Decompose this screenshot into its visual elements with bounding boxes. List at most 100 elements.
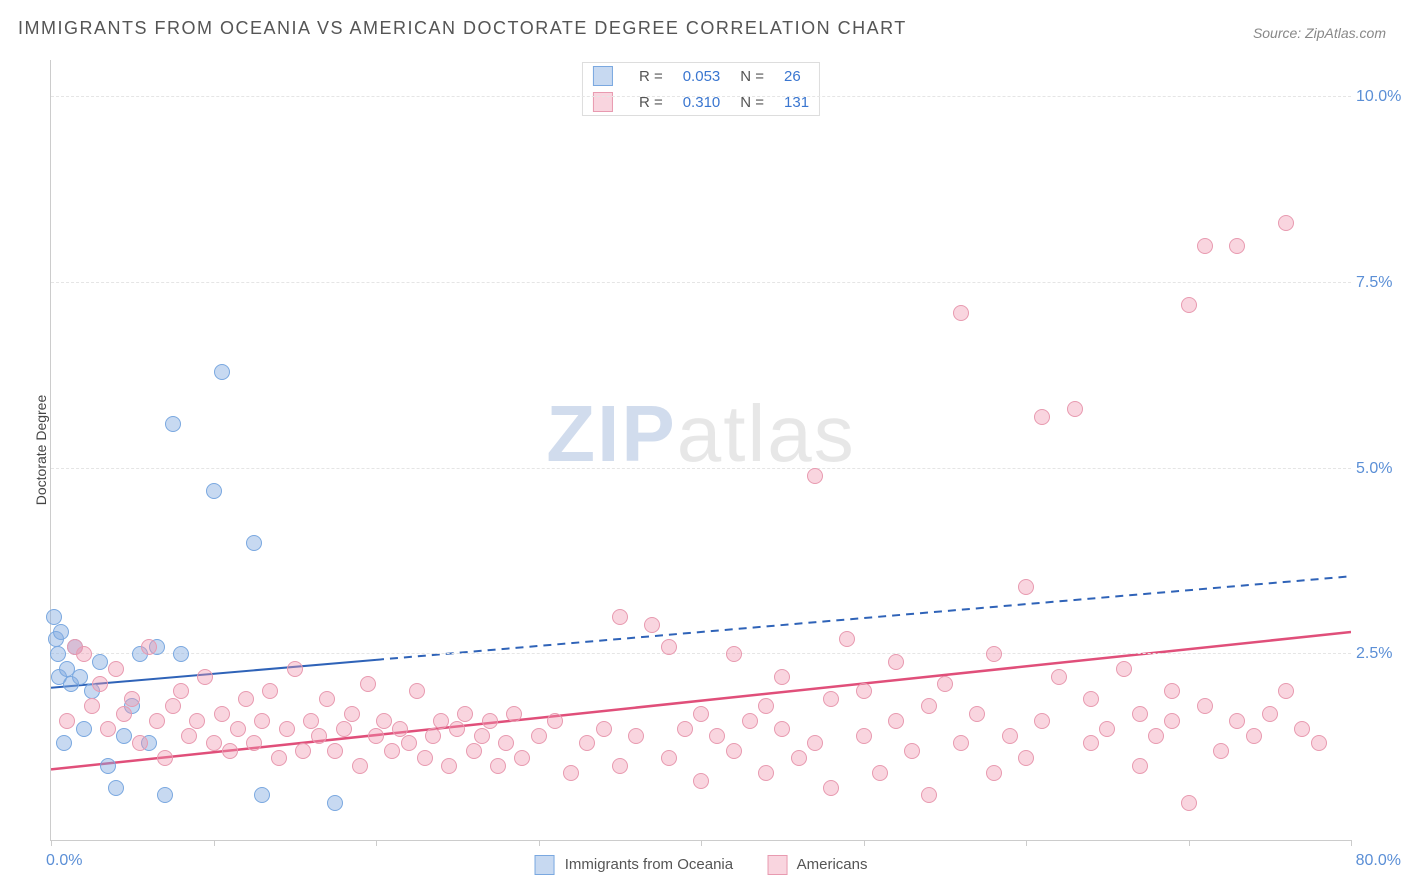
data-point-series2 — [384, 743, 400, 759]
y-axis-label: Doctorate Degree — [33, 395, 49, 506]
data-point-series1 — [108, 780, 124, 796]
data-point-series2 — [1018, 579, 1034, 595]
data-point-series2 — [644, 617, 660, 633]
legend-stats-box: R = 0.053 N = 26 R = 0.310 N = 131 — [582, 62, 820, 116]
data-point-series2 — [108, 661, 124, 677]
data-point-series2 — [693, 773, 709, 789]
data-point-series2 — [1132, 758, 1148, 774]
data-point-series2 — [726, 743, 742, 759]
data-point-series2 — [466, 743, 482, 759]
data-point-series2 — [823, 780, 839, 796]
legend-row-series2: R = 0.310 N = 131 — [583, 89, 819, 115]
data-point-series2 — [742, 713, 758, 729]
data-point-series2 — [661, 639, 677, 655]
data-point-series2 — [319, 691, 335, 707]
x-tick — [1189, 840, 1190, 846]
data-point-series2 — [376, 713, 392, 729]
data-point-series2 — [677, 721, 693, 737]
data-point-series2 — [425, 728, 441, 744]
data-point-series2 — [693, 706, 709, 722]
data-point-series2 — [360, 676, 376, 692]
data-point-series1 — [92, 654, 108, 670]
data-point-series2 — [579, 735, 595, 751]
data-point-series2 — [206, 735, 222, 751]
data-point-series2 — [937, 676, 953, 692]
regression-lines — [51, 60, 1351, 840]
legend-label-series1: Immigrants from Oceania — [565, 856, 733, 873]
data-point-series2 — [726, 646, 742, 662]
data-point-series2 — [807, 735, 823, 751]
data-point-series1 — [76, 721, 92, 737]
data-point-series2 — [1018, 750, 1034, 766]
data-point-series2 — [506, 706, 522, 722]
data-point-series2 — [661, 750, 677, 766]
data-point-series1 — [100, 758, 116, 774]
data-point-series2 — [1197, 238, 1213, 254]
data-point-series2 — [482, 713, 498, 729]
data-point-series2 — [230, 721, 246, 737]
legend-bottom: Immigrants from Oceania Americans — [520, 855, 883, 875]
data-point-series2 — [1213, 743, 1229, 759]
data-point-series2 — [612, 609, 628, 625]
data-point-series2 — [1083, 691, 1099, 707]
gridline-h — [51, 653, 1351, 654]
x-tick — [539, 840, 540, 846]
data-point-series2 — [327, 743, 343, 759]
data-point-series2 — [547, 713, 563, 729]
gridline-h — [51, 96, 1351, 97]
data-point-series1 — [46, 609, 62, 625]
data-point-series2 — [791, 750, 807, 766]
data-point-series2 — [1246, 728, 1262, 744]
data-point-series2 — [953, 735, 969, 751]
data-point-series2 — [1116, 661, 1132, 677]
data-point-series2 — [596, 721, 612, 737]
data-point-series2 — [1083, 735, 1099, 751]
data-point-series1 — [173, 646, 189, 662]
data-point-series1 — [72, 669, 88, 685]
data-point-series2 — [336, 721, 352, 737]
data-point-series2 — [612, 758, 628, 774]
data-point-series2 — [986, 646, 1002, 662]
y-tick-label: 5.0% — [1356, 460, 1406, 478]
data-point-series2 — [92, 676, 108, 692]
data-point-series2 — [1294, 721, 1310, 737]
watermark-atlas: atlas — [677, 389, 856, 478]
data-point-series2 — [84, 698, 100, 714]
data-point-series2 — [449, 721, 465, 737]
data-point-series2 — [287, 661, 303, 677]
data-point-series2 — [124, 691, 140, 707]
data-point-series1 — [56, 735, 72, 751]
data-point-series1 — [53, 624, 69, 640]
data-point-series2 — [368, 728, 384, 744]
data-point-series1 — [246, 535, 262, 551]
data-point-series2 — [157, 750, 173, 766]
data-point-series2 — [1034, 713, 1050, 729]
data-point-series2 — [1311, 735, 1327, 751]
data-point-series1 — [116, 728, 132, 744]
data-point-series2 — [59, 713, 75, 729]
data-point-series2 — [279, 721, 295, 737]
data-point-series2 — [181, 728, 197, 744]
data-point-series2 — [116, 706, 132, 722]
data-point-series2 — [254, 713, 270, 729]
data-point-series2 — [953, 305, 969, 321]
data-point-series2 — [132, 735, 148, 751]
data-point-series1 — [206, 483, 222, 499]
data-point-series2 — [271, 750, 287, 766]
x-tick — [864, 840, 865, 846]
y-tick-label: 2.5% — [1356, 645, 1406, 663]
data-point-series2 — [1278, 683, 1294, 699]
data-point-series1 — [165, 416, 181, 432]
data-point-series2 — [76, 646, 92, 662]
data-point-series2 — [888, 654, 904, 670]
data-point-series2 — [457, 706, 473, 722]
legend-label-series2: Americans — [797, 856, 868, 873]
data-point-series2 — [1181, 297, 1197, 313]
data-point-series2 — [165, 698, 181, 714]
data-point-series2 — [758, 765, 774, 781]
data-point-series2 — [709, 728, 725, 744]
data-point-series2 — [839, 631, 855, 647]
data-point-series2 — [141, 639, 157, 655]
x-axis-min-label: 0.0% — [46, 852, 82, 870]
x-tick — [701, 840, 702, 846]
